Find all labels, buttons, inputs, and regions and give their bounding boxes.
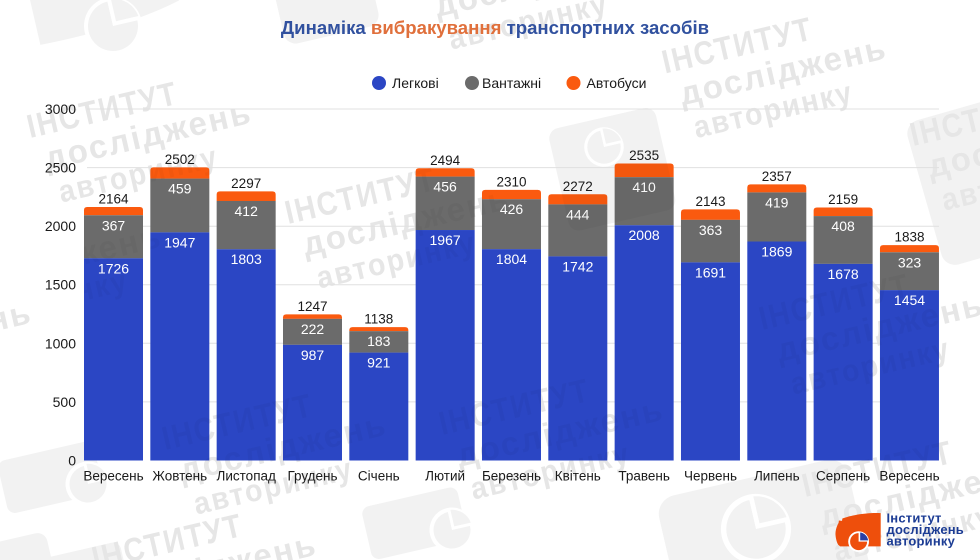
svg-text:921: 921: [367, 355, 391, 371]
svg-text:Квітень: Квітень: [555, 469, 601, 484]
svg-text:363: 363: [699, 222, 723, 238]
svg-text:500: 500: [53, 394, 77, 410]
svg-text:2143: 2143: [695, 194, 725, 209]
svg-text:222: 222: [301, 321, 325, 337]
svg-text:Лютий: Лютий: [425, 469, 465, 484]
svg-text:2272: 2272: [563, 179, 593, 194]
svg-text:авторинку: авторинку: [887, 534, 956, 549]
svg-text:1247: 1247: [297, 299, 327, 314]
svg-text:2535: 2535: [629, 148, 659, 163]
svg-text:1869: 1869: [761, 244, 792, 260]
svg-text:Березень: Березень: [482, 469, 541, 484]
svg-text:3000: 3000: [45, 101, 76, 117]
svg-text:2008: 2008: [629, 227, 660, 243]
svg-text:2310: 2310: [496, 174, 526, 189]
svg-text:1947: 1947: [164, 234, 195, 250]
svg-text:Листопад: Листопад: [217, 469, 277, 484]
svg-text:Динаміка вибракування транспор: Динаміка вибракування транспортних засоб…: [281, 17, 709, 38]
svg-text:2500: 2500: [45, 160, 76, 176]
svg-text:Серпень: Серпень: [816, 469, 870, 484]
svg-text:1454: 1454: [894, 292, 925, 308]
svg-text:Автобуси: Автобуси: [587, 75, 647, 91]
svg-text:444: 444: [566, 206, 590, 222]
svg-text:1742: 1742: [562, 258, 593, 274]
svg-text:Вересень: Вересень: [879, 469, 939, 484]
svg-text:1804: 1804: [496, 251, 527, 267]
svg-text:456: 456: [433, 179, 457, 195]
svg-text:1138: 1138: [364, 312, 393, 327]
svg-text:Вересень: Вересень: [83, 469, 143, 484]
svg-text:1726: 1726: [98, 260, 129, 276]
svg-text:408: 408: [831, 218, 855, 234]
svg-text:2164: 2164: [98, 191, 129, 206]
svg-text:Травень: Травень: [618, 469, 670, 484]
svg-text:2494: 2494: [430, 153, 461, 168]
svg-text:1000: 1000: [45, 335, 76, 351]
svg-text:1678: 1678: [828, 266, 859, 282]
svg-text:Жовтень: Жовтень: [152, 469, 207, 484]
svg-text:Вантажні: Вантажні: [482, 75, 541, 91]
svg-text:0: 0: [68, 453, 76, 469]
svg-text:досліджень: досліджень: [887, 522, 965, 537]
svg-text:183: 183: [367, 333, 391, 349]
svg-text:Липень: Липень: [754, 469, 800, 484]
svg-text:2000: 2000: [45, 218, 76, 234]
svg-text:Легкові: Легкові: [392, 75, 439, 91]
svg-text:2502: 2502: [165, 152, 195, 167]
svg-text:2159: 2159: [828, 192, 858, 207]
svg-text:412: 412: [235, 203, 259, 219]
svg-text:Грудень: Грудень: [287, 469, 337, 484]
svg-text:Червень: Червень: [684, 469, 737, 484]
svg-text:367: 367: [102, 217, 126, 233]
svg-text:410: 410: [632, 179, 656, 195]
svg-text:1691: 1691: [695, 264, 726, 280]
svg-text:1500: 1500: [45, 277, 76, 293]
svg-text:Січень: Січень: [358, 469, 400, 484]
svg-text:2297: 2297: [231, 176, 261, 191]
svg-text:323: 323: [898, 254, 922, 270]
svg-text:1803: 1803: [231, 251, 262, 267]
svg-text:Інститут: Інститут: [887, 511, 942, 526]
svg-text:1838: 1838: [894, 230, 924, 245]
svg-text:2357: 2357: [762, 169, 792, 184]
svg-text:1967: 1967: [430, 232, 461, 248]
svg-text:419: 419: [765, 194, 789, 210]
svg-text:426: 426: [500, 201, 524, 217]
svg-text:987: 987: [301, 347, 325, 363]
svg-text:459: 459: [168, 181, 192, 197]
